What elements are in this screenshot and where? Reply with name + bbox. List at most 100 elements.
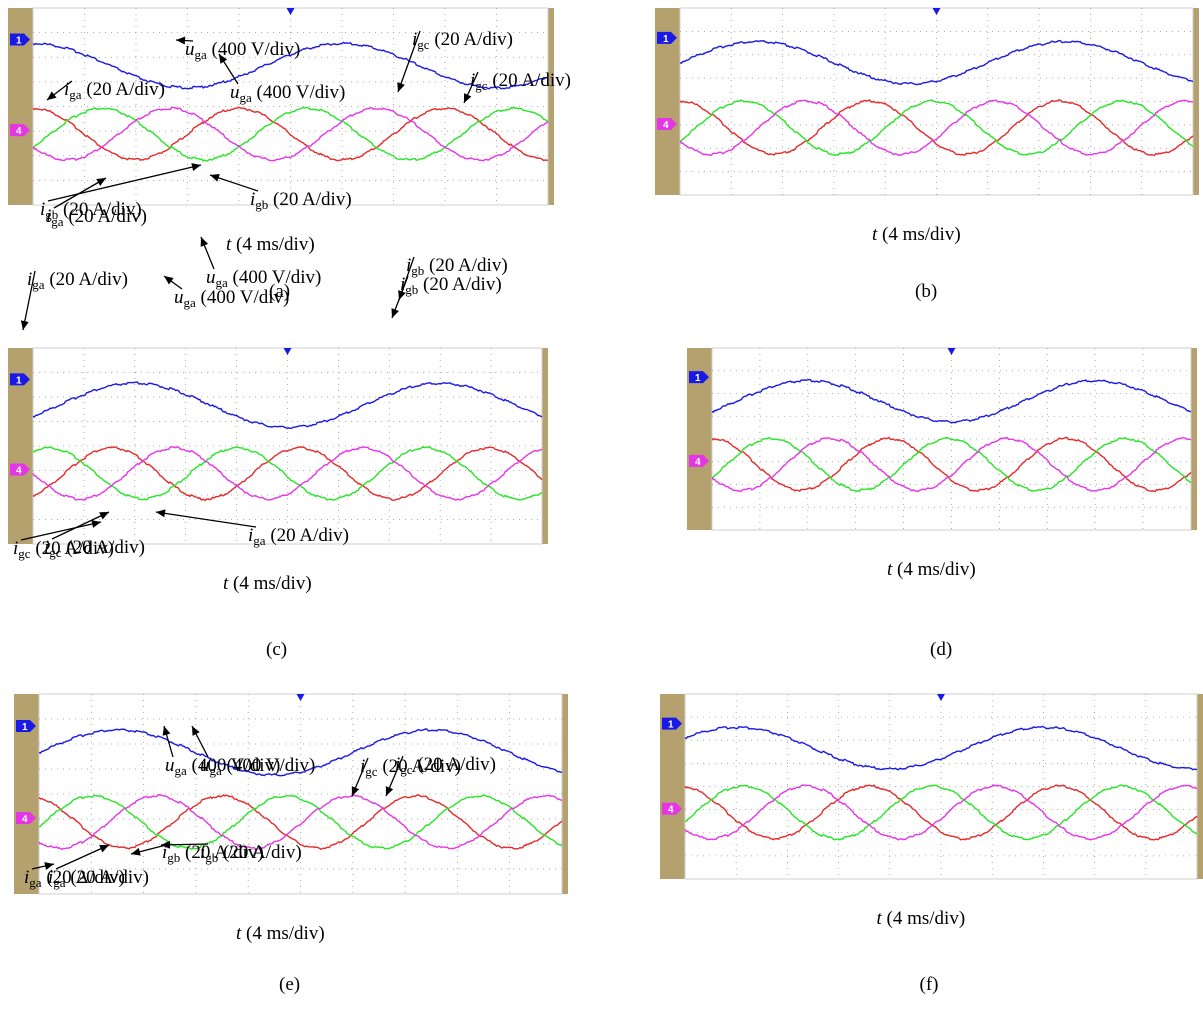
svg-text:igc (20 A/div): igc (20 A/div) [360,756,461,779]
svg-text:uga (400 V/div): uga (400 V/div) [230,82,345,105]
label-uga: uga (400 V/div) [163,275,289,310]
waveform-i-c [32,106,549,162]
trigger-marker [947,348,956,355]
waveform-i-a [32,106,549,162]
label-igb: igb (20 A/div) [398,255,508,301]
panel-caption: (b) [915,281,937,302]
x-axis-label: t (4 ms/div) [226,234,315,255]
svg-text:1: 1 [695,373,701,384]
label-igb: igb (20 A/div) [130,842,264,865]
svg-text:igc (20 A/div): igc (20 A/div) [412,29,513,52]
channel-1-marker: 1 [662,717,682,731]
scope-panel-5: 1 4 uga (400 V/div) igc (20 A/div) iga (20 A… [14,693,568,1014]
svg-text:igc (20 A/div): igc (20 A/div) [395,754,496,777]
panel-caption: (a) [269,281,290,302]
label-uga: uga (400 V/div) [162,725,280,778]
waveform-i-a [684,784,1198,841]
waveform-i-a [711,436,1192,493]
trigger-marker [937,694,945,701]
panel-caption: (c) [266,639,287,660]
panel-caption: (e) [279,974,300,995]
trigger-marker [286,8,295,15]
svg-text:iga (20 A/div): iga (20 A/div) [64,79,165,102]
label-iga: iga (20 A/div) [24,862,125,890]
svg-text:uga (400 V/div): uga (400 V/div) [200,755,315,778]
svg-text:1: 1 [16,36,22,47]
channel-1-marker: 1 [657,31,677,45]
waveform-i-a [679,98,1194,157]
waveform-i-c [684,784,1198,841]
svg-text:uga (400 V/div): uga (400 V/div) [174,287,289,310]
svg-text:igc (20 A/div): igc (20 A/div) [13,538,114,561]
channel-4-marker: 4 [662,802,682,816]
scope-screen [38,693,563,895]
label-uga: uga (400 V/div) [175,36,300,62]
x-axis-label: t (4 ms/div) [872,224,961,245]
waveform-i-b [38,794,563,850]
label-iga: iga (20 A/div) [20,269,128,331]
waveform-u-ga [32,41,549,90]
svg-text:iga (20 A/div): iga (20 A/div) [46,206,147,229]
scope-panel-2: 1 4 iga (20 A/div) uga (400 V/div) igc (20 A… [40,7,1199,315]
svg-text:1: 1 [22,722,28,733]
waveform-u-ga [679,39,1194,86]
svg-text:igb (20 A/div): igb (20 A/div) [250,189,352,212]
svg-text:igc (20 A/div): igc (20 A/div) [44,537,145,560]
label-igb: igb (20 A/div) [160,840,302,865]
scope-bezel-right [1197,694,1203,879]
trigger-marker [296,694,305,701]
label-igc: igc (20 A/div) [463,70,571,104]
waveform-i-b [711,436,1192,493]
channel-4-marker: 4 [689,454,709,468]
label-igc: igc (20 A/div) [385,754,496,797]
scope-panel-3: 1 4 uga (400 V/div) igb (20 A/div) igc (20 A… [8,274,548,664]
scope-grid [33,348,542,544]
channel-4-marker: 4 [10,463,30,477]
waveform-i-c [38,794,563,850]
scope-bezel-right [548,8,554,205]
label-iga: iga (20 A/div) [48,844,149,890]
svg-text:uga (400 V/div): uga (400 V/div) [165,755,280,778]
label-uga: uga (400 V/div) [191,725,315,778]
scope-chart-3: 1 4 uga (400 V/div) igb (20 A/div) igc (20 A… [8,274,548,660]
waveform-u-ga [38,728,563,777]
waveform-i-b [680,99,1194,157]
svg-text:1: 1 [663,34,669,45]
svg-text:igc (20 A/div): igc (20 A/div) [470,70,571,93]
panel-caption: (d) [930,639,952,660]
x-axis-label: t (4 ms/div) [236,923,325,944]
scope-chart-2: 1 4 iga (20 A/div) uga (400 V/div) igc (20 A… [40,7,1199,302]
label-iga: iga (20 A/div) [46,79,165,102]
waveform-i-b [32,106,549,162]
svg-text:iga (20 A/div): iga (20 A/div) [24,867,125,890]
channel-1-marker: 1 [10,33,30,47]
channel-1-marker: 1 [16,720,36,733]
waveform-u-ga [684,725,1197,771]
scope-bezel-right [1193,8,1199,195]
svg-text:uga (400 V/div): uga (400 V/div) [206,267,321,290]
svg-text:igb (20 A/div): igb (20 A/div) [162,842,264,865]
channel-4-marker: 4 [657,117,677,131]
scope-chart-4: 1 4 iga (20 A/div) uga (400 V/div) igb (20 A… [13,236,1197,660]
scope-screen [32,7,549,206]
svg-text:iga (20 A/div): iga (20 A/div) [48,867,149,890]
label-uga: uga (400 V/div) [218,53,345,105]
scope-panel-4: 1 4 iga (20 A/div) uga (400 V/div) igb (20 A… [13,236,1197,660]
svg-text:4: 4 [668,805,674,816]
label-igc: igc (20 A/div) [397,29,513,93]
trigger-marker [932,8,941,15]
svg-text:4: 4 [695,457,701,468]
channel-1-marker: 1 [689,371,709,384]
svg-text:1: 1 [668,720,674,731]
scope-chart-5: 1 4 uga (400 V/div) igc (20 A/div) iga (20 A… [14,693,568,995]
label-igb: igb (20 A/div) [209,174,352,212]
scope-bezel-right [1191,348,1197,530]
scope-bezel-right [542,348,548,544]
channel-4-marker: 4 [10,124,30,137]
waveform-i-c [711,436,1192,493]
waveform-i-a [38,794,563,850]
scope-bezel-right [562,694,568,894]
waveform-u-ga [711,378,1192,424]
panel-caption: (f) [920,974,939,995]
waveform-u-ga [32,381,543,430]
